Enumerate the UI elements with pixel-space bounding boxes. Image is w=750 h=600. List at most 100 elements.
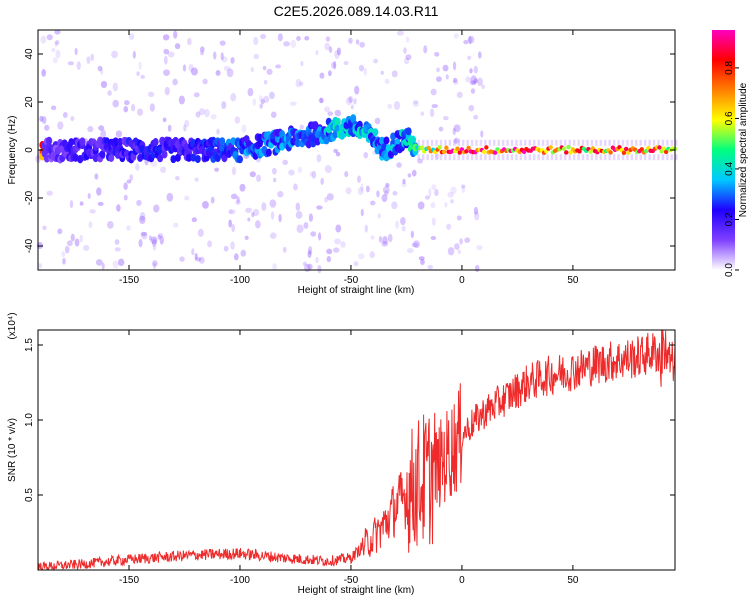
spectrogram-cell xyxy=(442,64,449,72)
spectrogram-cell xyxy=(356,120,363,129)
spectrogram-cell xyxy=(89,209,96,214)
spectrogram-cell xyxy=(328,46,333,54)
spectrogram-cell xyxy=(318,232,322,241)
spectrogram-cell xyxy=(639,147,644,152)
spectrogram-cell xyxy=(630,154,634,161)
spectrogram-cell xyxy=(182,64,187,72)
spectrogram-cell xyxy=(484,154,487,161)
snr-panel: -150 -100 -50 0 50 0.5 1.0 1.5 Height of straig… xyxy=(7,312,676,596)
spectrogram-cell xyxy=(153,204,160,213)
snr-ytick-label: 0.5 xyxy=(24,488,35,502)
spectrogram-cell xyxy=(236,155,243,164)
spectrogram-cell xyxy=(429,108,435,118)
spectrogram-cell xyxy=(506,154,509,161)
spectrogram-cell xyxy=(269,199,277,208)
spectrogram-cell xyxy=(147,91,155,98)
spectrogram-cell xyxy=(418,256,425,261)
spectrogram-cell xyxy=(537,139,540,146)
spectrogram-cell xyxy=(68,138,75,147)
spectrogram-cell xyxy=(230,57,235,64)
spectrogram-cell xyxy=(519,154,523,161)
spectrogram-cell xyxy=(441,149,447,155)
spectrogram-cell xyxy=(532,154,536,161)
spectrogram-cell xyxy=(112,99,119,108)
spectrogram-cell xyxy=(430,139,434,146)
spectrogram-cell xyxy=(401,182,407,188)
spectrogram-cell xyxy=(221,56,228,63)
spectrogram-cell xyxy=(303,222,309,229)
spectrogram-cell xyxy=(608,154,611,161)
spectrogram-cell xyxy=(204,108,210,118)
spectrogram-cell xyxy=(430,88,437,96)
spectrogram-cell xyxy=(261,202,267,212)
spectrogram-cell xyxy=(260,33,267,40)
colorbar-ticks: 0.0 0.2 0.4 0.6 0.8 xyxy=(724,61,739,277)
spectrogram-cell xyxy=(612,139,616,146)
spectrogram-cell xyxy=(657,154,660,161)
spectrogram-cell xyxy=(327,111,334,116)
spectrogram-cell xyxy=(319,72,325,79)
spectrogram-cell xyxy=(524,139,527,146)
spectrogram-cell xyxy=(172,78,178,86)
spectrogram-cell xyxy=(395,220,399,229)
spectrogram-cell xyxy=(473,206,479,215)
spectrogram-cell xyxy=(382,185,390,194)
spectrogram-cell xyxy=(247,217,251,222)
spectrogram-cell xyxy=(572,139,576,146)
spectrogram-cell xyxy=(452,61,457,71)
colorbar: 0.0 0.2 0.4 0.6 0.8 Normalized spectral ampl… xyxy=(712,30,749,277)
spectrogram-cell xyxy=(316,154,322,163)
spectrogram-cell xyxy=(87,192,91,200)
spectrogram-cell xyxy=(210,196,215,204)
spectrogram-cell xyxy=(288,169,295,176)
spectrogram-cell xyxy=(528,139,532,146)
spectrogram-cell xyxy=(234,116,241,124)
spectrogram-cell xyxy=(231,166,237,176)
spectrogram-cell xyxy=(221,101,227,109)
spectrogram-cell xyxy=(445,74,449,80)
spectrogram-cell xyxy=(270,111,277,118)
spectrogram-cell xyxy=(608,139,611,146)
spectrogram-cell xyxy=(272,263,277,271)
spectrogram-cell xyxy=(348,96,353,103)
spectrogram-cell xyxy=(233,253,239,261)
spectrogram-cell xyxy=(114,239,120,245)
spectrogram-cell xyxy=(194,155,201,164)
spectrogram-cell xyxy=(230,193,238,200)
spectrogram-cell xyxy=(258,95,264,102)
spectrogram-cell xyxy=(400,216,406,226)
spectrogram-cell xyxy=(152,260,158,267)
spectrogram-cell xyxy=(493,139,496,146)
spectrogram-cell xyxy=(126,225,131,231)
spectrogram-cell xyxy=(214,167,219,172)
spectrogram-cell xyxy=(100,129,107,139)
spectrogram-cell xyxy=(70,233,75,242)
figure-title: C2E5.2026.089.14.03.R11 xyxy=(274,3,439,19)
spectrogram-cell xyxy=(453,32,459,39)
spectrogram-cell xyxy=(470,75,477,85)
colorbar-tick-label: 0.2 xyxy=(724,212,735,226)
snr-xtick-label: 50 xyxy=(567,575,579,586)
spectrogram-cell xyxy=(310,134,317,143)
spectrogram-cell xyxy=(444,154,447,161)
spectrogram-cell xyxy=(626,154,629,161)
spectrogram-cell xyxy=(324,196,328,203)
spectrogram-cell xyxy=(586,139,589,146)
spectrogram-cell xyxy=(259,103,264,109)
spectrogram-cell xyxy=(228,219,232,228)
spectrogram-cell xyxy=(528,154,532,161)
spectrogram-cell xyxy=(447,246,455,256)
spectrogram-cell xyxy=(88,221,93,229)
spectrogram-cell xyxy=(152,245,157,251)
spectrogram-cell xyxy=(430,236,437,241)
spectrogram-cell xyxy=(450,199,454,204)
spectrogram-cell xyxy=(249,171,256,178)
spectrogram-cell xyxy=(626,139,629,146)
spectrogram-cell xyxy=(435,76,442,83)
spectrogram-cell xyxy=(64,245,70,254)
spectrogram-cell xyxy=(289,101,297,106)
spectrogram-cell xyxy=(244,235,249,240)
snr-xtick-label: -150 xyxy=(119,575,139,586)
spectrogram-cell xyxy=(382,235,388,245)
spectrogram-cell xyxy=(355,39,360,45)
